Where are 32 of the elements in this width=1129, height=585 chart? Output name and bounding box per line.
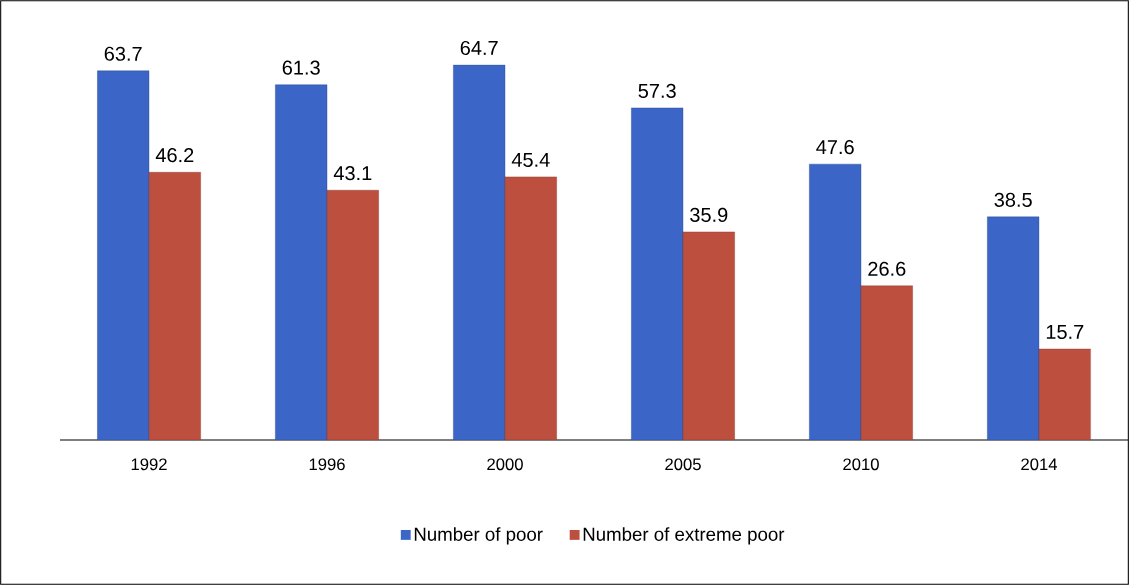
x-tick-label: 2005 [665,458,701,471]
data-label: 15.7 [1046,325,1084,340]
bar [860,285,913,440]
data-label: 35.9 [690,207,728,222]
data-label: 26.6 [868,261,906,276]
bar [504,176,557,440]
bar [148,172,201,440]
bar [1038,348,1091,440]
data-label: 38.5 [994,192,1032,207]
bar [326,190,379,440]
bar [682,231,735,440]
x-tick-label: 2000 [487,458,523,471]
data-label: 61.3 [282,60,320,75]
bar [275,84,328,440]
data-label: 45.4 [511,152,550,167]
x-tick-label: 1992 [131,458,167,471]
data-label: 63.7 [104,46,142,61]
x-tick-label: 1996 [309,458,345,471]
x-tick-label: 2014 [1021,458,1058,471]
x-tick-label: 2010 [843,458,879,471]
data-label: 57.3 [638,83,676,98]
data-label: 47.6 [816,139,854,155]
bar [987,216,1040,440]
legend-label: Number of poor [414,527,543,545]
data-label: 43.1 [333,166,372,181]
data-label: 64.7 [460,40,498,56]
bar [453,64,506,440]
bar [809,163,862,440]
data-label: 46.2 [155,148,194,163]
bar [97,70,150,440]
legend-label: Number of extreme poor [583,527,785,545]
bar [631,107,684,440]
